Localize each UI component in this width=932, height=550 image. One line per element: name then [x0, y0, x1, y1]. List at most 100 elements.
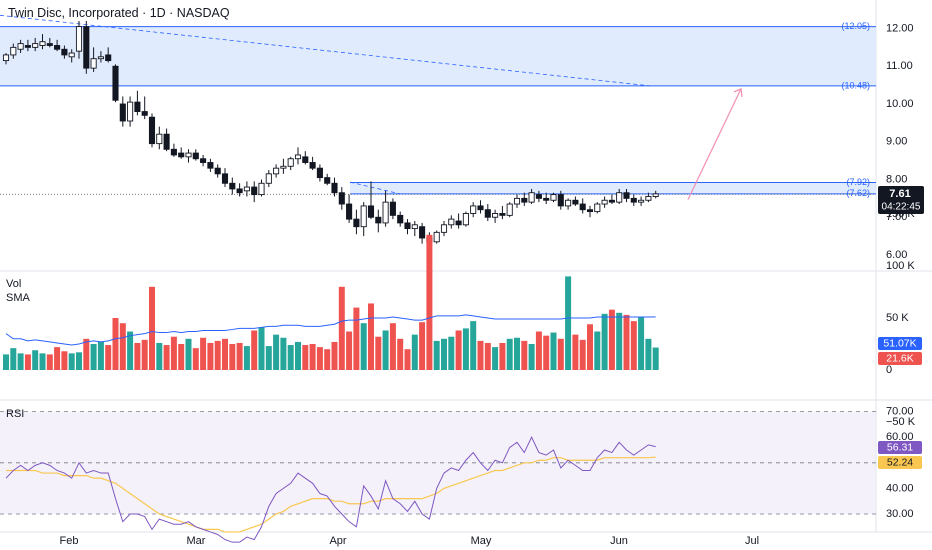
candle-body: [178, 152, 185, 158]
candle-body: [630, 197, 637, 203]
volume-bar: [433, 340, 440, 370]
zone-value-label: (12.05): [841, 21, 870, 31]
sma-label: SMA: [6, 292, 30, 304]
volume-series: [3, 234, 659, 370]
candle: [397, 211, 404, 227]
candle: [324, 173, 331, 186]
candlestick-series: [2, 20, 659, 248]
volume-bar: [499, 342, 506, 370]
candle: [90, 47, 97, 72]
candle: [652, 190, 659, 199]
projection-arrow: [687, 88, 742, 200]
candle: [134, 90, 141, 116]
volume-bar: [54, 347, 61, 370]
candle-body: [594, 203, 601, 213]
volume-bar: [39, 353, 46, 370]
volume-bar: [258, 327, 265, 370]
volume-bar: [17, 353, 24, 370]
candle-body: [535, 194, 542, 199]
candle: [433, 230, 440, 244]
candle: [550, 192, 557, 203]
candle-body: [243, 186, 250, 192]
candle-body: [273, 167, 280, 175]
volume-bar: [645, 338, 652, 370]
volume-axis-tick: 0: [886, 364, 892, 376]
volume-bar: [419, 322, 426, 370]
candle: [46, 37, 53, 48]
volume-bar: [280, 337, 287, 370]
candle: [499, 205, 506, 220]
candle: [2, 53, 10, 65]
candle-body: [616, 192, 623, 203]
candle-body: [411, 224, 418, 230]
candle-body: [579, 203, 586, 211]
candle: [623, 188, 630, 203]
candle: [83, 20, 90, 74]
candle-body: [214, 167, 221, 175]
candle: [535, 190, 542, 203]
candle-body: [382, 201, 389, 224]
candle: [528, 188, 535, 205]
candle-body: [141, 111, 148, 116]
candle-body: [433, 231, 440, 243]
candle-body: [477, 205, 484, 211]
candle-body: [397, 214, 404, 224]
rsi-tag-bg: [878, 441, 922, 454]
volume-bar: [338, 286, 345, 370]
candle-body: [97, 56, 104, 60]
candle-body: [338, 192, 345, 205]
volume-bar: [477, 340, 484, 370]
volume-bar: [360, 323, 367, 370]
candle: [506, 202, 513, 218]
candle: [462, 211, 469, 227]
time-axis-tick: May: [471, 535, 492, 547]
candle: [338, 187, 345, 210]
candle: [68, 49, 75, 63]
axis-tags: 7.61 04:22:45 51.07K 21.6K 56.31 52.24: [878, 186, 924, 469]
candle: [243, 181, 250, 197]
candle: [565, 198, 572, 210]
volume-bar: [550, 332, 557, 370]
volume-axis-tick: 100 K: [886, 260, 915, 272]
volume-bar: [368, 303, 374, 370]
volume-bar: [331, 341, 338, 370]
volume-bar: [492, 347, 499, 370]
volume-bar: [105, 345, 112, 370]
grid-layer: [0, 0, 932, 533]
rsi-axis-tick: 30.00: [886, 508, 914, 520]
volume-bar: [156, 342, 163, 370]
volume-bar: [68, 353, 75, 370]
volume-bar: [316, 347, 323, 370]
volume-bar: [178, 344, 185, 370]
candle: [61, 45, 68, 59]
candle-body: [127, 101, 134, 122]
candle-body: [163, 133, 170, 150]
candle-body: [251, 186, 258, 196]
candle-body: [192, 152, 199, 160]
volume-bar: [579, 339, 586, 370]
volume-bar: [565, 276, 572, 370]
volume-bar: [484, 342, 491, 370]
candle-body: [375, 216, 382, 224]
candle: [185, 149, 192, 163]
volume-tag: 21.6K: [886, 352, 913, 364]
volume-bar: [528, 344, 535, 370]
candle-body: [258, 182, 265, 196]
volume-bar: [448, 336, 455, 370]
candle: [309, 156, 316, 171]
price-axis-tick: 11.00: [886, 60, 913, 72]
candle: [170, 143, 177, 157]
volume-bar: [470, 321, 477, 370]
projection-arrow-head: [733, 88, 743, 97]
candle: [105, 47, 112, 63]
candle-body: [287, 158, 294, 167]
candle: [75, 20, 83, 59]
candle: [513, 194, 521, 208]
candle-body: [331, 182, 338, 194]
candle-body: [601, 199, 608, 205]
volume-bar: [404, 349, 411, 370]
zone-box: [0, 26, 876, 86]
candle: [543, 192, 550, 205]
volume-bar: [309, 344, 316, 370]
